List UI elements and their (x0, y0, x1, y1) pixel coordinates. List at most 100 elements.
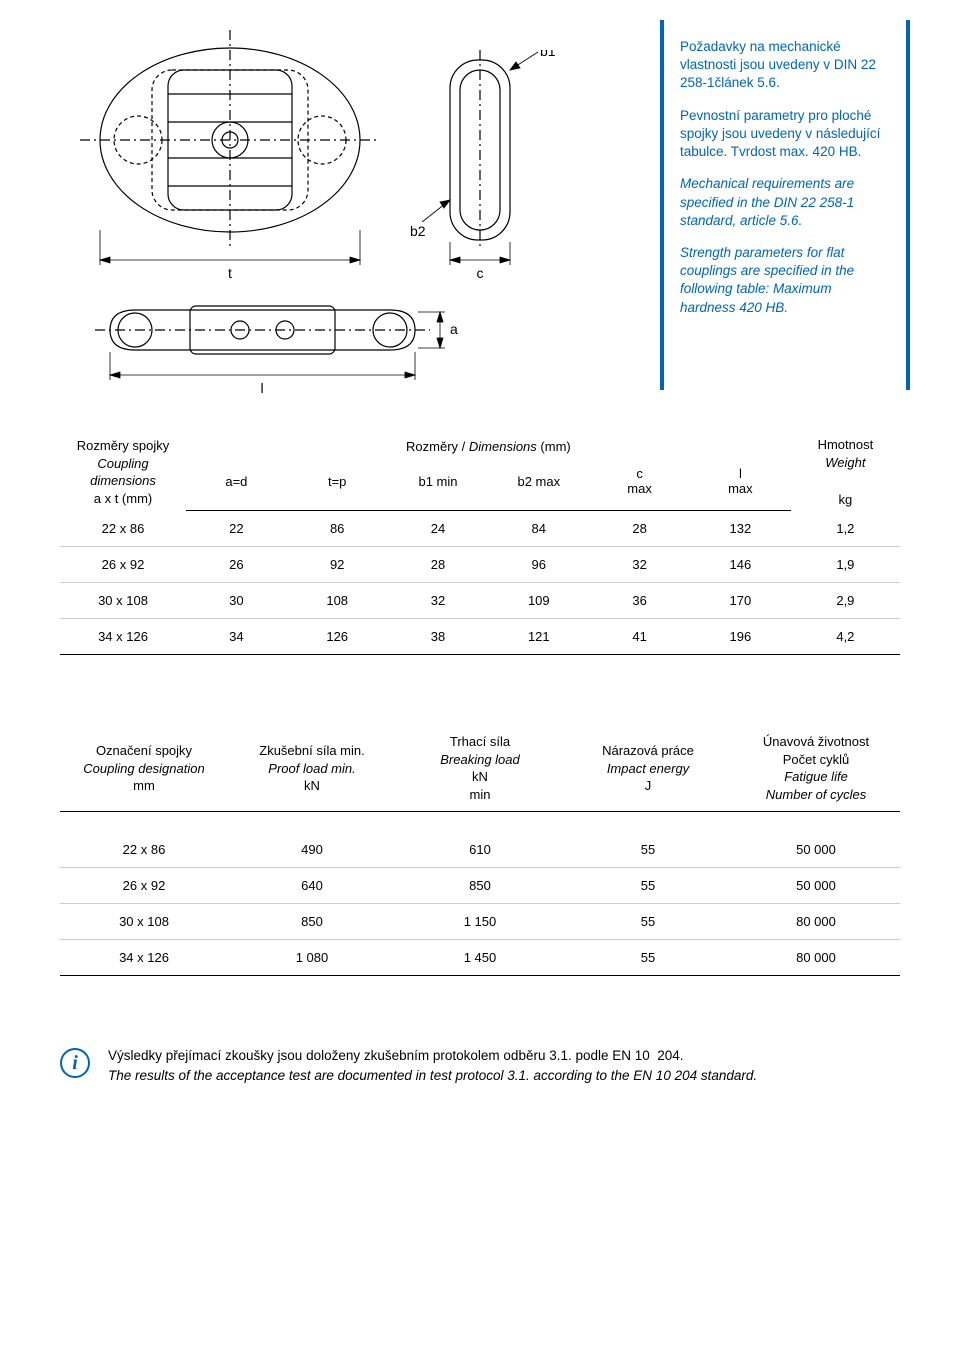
t1-head-mid-cz: Rozměry / (406, 439, 469, 454)
t1-head-right-en: Weight (825, 455, 865, 470)
dim-label-b1: b1 (540, 50, 556, 59)
table-cell: 80 000 (732, 904, 900, 940)
table-cell: 1,2 (791, 511, 900, 547)
table-row: 30 x 1088501 1505580 000 (60, 904, 900, 940)
t2-h5-en2: Number of cycles (766, 787, 866, 802)
info-en-1: Mechanical requirements are specified in… (680, 175, 890, 230)
table-cell: 610 (396, 812, 564, 868)
t2-h4-cz: Nárazová práce (602, 743, 694, 758)
drawing-plan-view: t (80, 30, 390, 293)
t1-col-c: c (636, 466, 643, 481)
t1-col-tp: t=p (287, 459, 388, 511)
table-cell: 4,2 (791, 619, 900, 655)
dim-label-b2: b2 (410, 223, 426, 239)
table-cell: 26 x 92 (60, 547, 186, 583)
t1-head-mid-en: Dimensions (469, 439, 537, 454)
t1-head-right-unit: kg (839, 492, 853, 507)
table-cell: 55 (564, 868, 732, 904)
table-cell: 28 (388, 547, 489, 583)
table-cell: 34 x 126 (60, 619, 186, 655)
drawing-side-view: b1 b2 c (410, 50, 580, 293)
note-cz: Výsledky přejímací zkoušky jsou doloženy… (108, 1048, 684, 1063)
table-cell: 84 (488, 511, 589, 547)
table-cell: 32 (388, 583, 489, 619)
note-section: i Výsledky přejímací zkoušky jsou dolože… (0, 976, 960, 1125)
drawing-long-view: a l (80, 300, 460, 403)
table-cell: 121 (488, 619, 589, 655)
table-cell: 28 (589, 511, 690, 547)
table-cell: 41 (589, 619, 690, 655)
table-row: 34 x 1261 0801 4505580 000 (60, 940, 900, 976)
t2-h4-en: Impact energy (607, 761, 689, 776)
table-cell: 1 080 (228, 940, 396, 976)
t1-head-left-en2: dimensions (90, 473, 156, 488)
table-cell: 1 450 (396, 940, 564, 976)
t2-h4-unit: J (645, 778, 652, 793)
dim-label-c: c (477, 265, 484, 281)
table-cell: 96 (488, 547, 589, 583)
t1-col-b1: b1 min (388, 459, 489, 511)
technical-drawings: t b1 (40, 20, 660, 390)
table-cell: 109 (488, 583, 589, 619)
t2-h5-cz1: Únavová životnost (763, 734, 869, 749)
t1-head-left-cz: Rozměry spojky (77, 438, 169, 453)
t2-h2-en: Proof load min. (268, 761, 355, 776)
dimensions-table: Rozměry spojky Coupling dimensions a x t… (60, 430, 900, 655)
t1-col-l-sub: max (728, 481, 753, 496)
table-cell: 1 150 (396, 904, 564, 940)
tables-section: Rozměry spojky Coupling dimensions a x t… (0, 390, 960, 976)
t1-head-right-cz: Hmotnost (818, 437, 874, 452)
table-cell: 22 (186, 511, 287, 547)
table-cell: 86 (287, 511, 388, 547)
t1-col-ad: a=d (186, 459, 287, 511)
dim-label-l: l (260, 380, 263, 396)
t1-col-c-sub: max (627, 481, 652, 496)
table-cell: 36 (589, 583, 690, 619)
table-cell: 640 (228, 868, 396, 904)
t2-h2-cz: Zkušební síla min. (259, 743, 365, 758)
table-cell: 850 (228, 904, 396, 940)
table-cell: 30 (186, 583, 287, 619)
table-row: 26 x 9226922896321461,9 (60, 547, 900, 583)
t1-col-b2: b2 max (488, 459, 589, 511)
table-cell: 1,9 (791, 547, 900, 583)
table-cell: 196 (690, 619, 791, 655)
table-cell: 55 (564, 904, 732, 940)
info-icon: i (60, 1048, 90, 1078)
table-cell: 108 (287, 583, 388, 619)
note-text: Výsledky přejímací zkoušky jsou doloženy… (108, 1046, 757, 1085)
table-cell: 50 000 (732, 868, 900, 904)
top-section: t b1 (0, 0, 960, 390)
table-row: 34 x 1263412638121411964,2 (60, 619, 900, 655)
table-cell: 132 (690, 511, 791, 547)
table-cell: 146 (690, 547, 791, 583)
table-cell: 170 (690, 583, 791, 619)
dim-label-t: t (228, 265, 232, 281)
t1-head-mid-unit: (mm) (537, 439, 571, 454)
info-cz-1: Požadavky na mechanické vlastnosti jsou … (680, 38, 890, 93)
properties-table: Označení spojky Coupling designation mm … (60, 725, 900, 976)
info-cz-2: Pevnostní parametry pro ploché spojky js… (680, 107, 890, 162)
note-en: The results of the acceptance test are d… (108, 1068, 757, 1083)
table-cell: 850 (396, 868, 564, 904)
t2-h5-cz2: Počet cyklů (783, 752, 849, 767)
t2-h3-cz: Trhací síla (450, 734, 510, 749)
table-cell: 22 x 86 (60, 812, 228, 868)
table-row: 22 x 864906105550 000 (60, 812, 900, 868)
table-cell: 34 x 126 (60, 940, 228, 976)
table-cell: 30 x 108 (60, 583, 186, 619)
table-cell: 30 x 108 (60, 904, 228, 940)
t2-h1-cz: Označení spojky (96, 743, 192, 758)
info-box: Požadavky na mechanické vlastnosti jsou … (660, 20, 910, 390)
t2-h3-en: Breaking load (440, 752, 520, 767)
dim-label-a: a (450, 321, 458, 337)
table-cell: 26 (186, 547, 287, 583)
table-cell: 50 000 (732, 812, 900, 868)
table-row: 30 x 1083010832109361702,9 (60, 583, 900, 619)
table-cell: 38 (388, 619, 489, 655)
t2-h1-unit: mm (133, 778, 155, 793)
table-cell: 32 (589, 547, 690, 583)
table-row: 26 x 926408505550 000 (60, 868, 900, 904)
table-cell: 490 (228, 812, 396, 868)
table-cell: 55 (564, 812, 732, 868)
